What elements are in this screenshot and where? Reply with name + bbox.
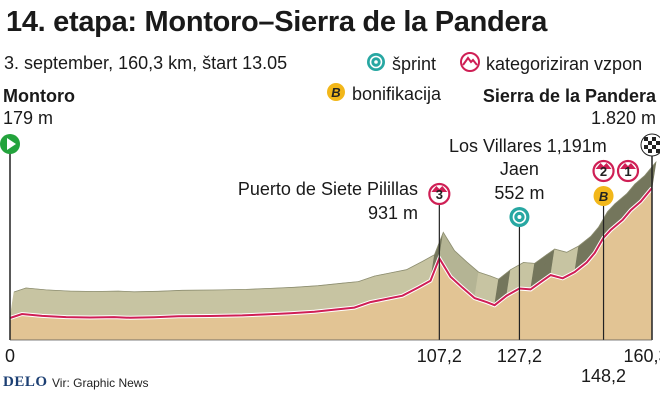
finish-checker-square	[652, 137, 656, 141]
climb-peak-icon	[595, 163, 612, 169]
finish-checker-square	[648, 149, 652, 153]
finish-checker-square	[644, 137, 648, 141]
terrain-band-segment	[177, 289, 215, 317]
climb-icon	[460, 52, 480, 77]
bonus-marker-letter: B	[599, 189, 608, 204]
legend-climb-label: kategoriziran vzpon	[486, 54, 643, 74]
profile-line	[9, 187, 653, 319]
sprint-icon-ring	[512, 210, 527, 224]
climb-peak-icon	[620, 163, 636, 169]
finish-checker-square	[644, 145, 648, 149]
legend-bonus-label: bonifikacija	[352, 84, 442, 104]
x-tick-label: 148,2	[581, 366, 626, 386]
profile-area	[10, 188, 652, 340]
finish-checker-square	[656, 141, 660, 145]
terrain-band-segment	[41, 289, 71, 318]
stage-subtitle: 3. september, 160,3 km, štart 13.05	[4, 53, 288, 73]
start-play-icon	[7, 138, 16, 150]
terrain-band-segment	[65, 290, 95, 318]
terrain-band-segment	[129, 290, 159, 319]
x-tick-label: 160,3	[623, 346, 660, 366]
sprint-icon	[366, 52, 386, 77]
terrain-band-segment	[241, 288, 271, 316]
brand-logo: DELO	[3, 374, 48, 390]
annotation-elevation: 931 m	[368, 203, 418, 223]
terrain-band-segment	[209, 289, 247, 317]
climb-category-label: 2	[600, 164, 607, 179]
finish-checker-square	[656, 149, 660, 153]
finish-checker-square	[652, 145, 656, 149]
legend-sprint: šprint	[366, 52, 436, 77]
terrain-band-segment	[153, 289, 183, 318]
climb-category-label: 3	[436, 187, 443, 202]
legend-sprint-label: šprint	[392, 54, 437, 74]
x-tick-label: 127,2	[497, 346, 542, 366]
annotation-elevation: 552 m	[494, 183, 544, 203]
page-title: 14. etapa: Montoro–Sierra de la Pandera	[6, 6, 548, 38]
legend-bonus: B bonifikacija	[326, 82, 441, 107]
annotation-label: Puerto de Siete Pilillas	[238, 179, 418, 199]
x-tick-label: 107,2	[417, 346, 462, 366]
finish-altitude: 1.820 m	[590, 108, 656, 128]
finish-checker-square	[648, 141, 652, 145]
legend-bonus-letter: B	[331, 85, 340, 100]
terrain-band-segment	[265, 286, 295, 315]
x-tick-label: 0	[5, 346, 15, 366]
source-credit: Vir: Graphic News	[52, 376, 149, 390]
start-name: Montoro	[3, 86, 75, 106]
finish-name: Sierra de la Pandera	[482, 86, 656, 106]
terrain-band-segment	[89, 290, 119, 318]
annotation-label: Jaen	[500, 159, 539, 179]
climb-peak-icon	[431, 186, 448, 192]
bonus-icon: B	[326, 82, 346, 107]
bonus-marker-icon	[593, 186, 614, 206]
climb-category-label: 1	[624, 164, 631, 179]
annotation-label: Los Villares 1,191m	[449, 136, 607, 156]
terrain-band-segment	[289, 285, 319, 314]
sprint-icon-dot	[517, 215, 522, 219]
start-altitude: 179 m	[3, 108, 54, 128]
legend-climb: kategoriziran vzpon	[460, 52, 642, 77]
